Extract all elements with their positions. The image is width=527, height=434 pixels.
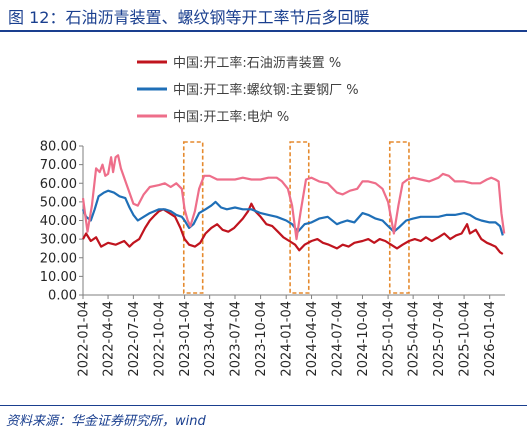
legend-label-1: 中国:开工率:石油沥青装置 % [173,55,341,71]
x-tick-label: 2024-10-04 [356,301,371,377]
x-tick-label: 2024-07-04 [330,301,345,377]
series-line-3 [81,154,506,241]
x-tick-label: 2022-10-04 [152,301,167,377]
y-tick-label: 10.00 [40,270,77,285]
highlight-box [289,141,310,294]
series-lines [81,154,506,255]
axes: 0.00 10.00 20.00 30.00 40.00 50.00 60.00 70.00 8… [40,140,505,377]
footer-rule [0,405,527,406]
y-tick-label: 0.00 [48,289,77,304]
y-tick-label: 50.00 [40,195,77,210]
x-tick-label: 2022-04-04 [102,301,117,377]
x-tick-label: 2023-01-04 [178,301,193,377]
x-tick-label: 2023-07-04 [228,301,243,377]
highlight-box [388,141,410,294]
x-tick-label: 2026-01-04 [483,301,498,377]
x-tick-label: 2022-07-04 [127,301,142,377]
x-tick-label: 2023-04-04 [203,301,218,377]
highlight-boxes [182,141,410,294]
x-tick-label: 2025-01-04 [382,301,397,377]
y-tick-label: 80.00 [40,140,77,155]
legend: 中国:开工率:石油沥青装置 % 中国:开工率:螺纹钢:主要钢厂 % 中国:开工率:电… [137,55,359,125]
legend-label-3: 中国:开工率:电炉 % [173,109,289,125]
source-note: 资料来源：华金证券研究所，wind [6,414,206,429]
series-line-2 [81,189,504,236]
x-tick-label: 2022-01-04 [77,301,92,377]
figure-title: 图 12：石油沥青装置、螺纹钢等开工率节后多回暖 [8,8,370,27]
x-tick-label: 2023-10-04 [254,301,269,377]
x-tick-label: 2025-04-04 [407,301,422,377]
series-line-1 [82,202,504,255]
title-underline [0,30,527,32]
y-tick-label: 40.00 [40,214,77,229]
x-tick-label: 2025-10-04 [458,301,473,377]
y-tick-label: 20.00 [40,251,77,266]
highlight-box [182,141,204,294]
y-tick-label: 70.00 [40,158,77,173]
legend-label-2: 中国:开工率:螺纹钢:主要钢厂 % [173,82,359,98]
x-tick-label: 2025-07-04 [432,301,447,377]
x-tick-label: 2024-04-04 [305,301,320,377]
y-tick-label: 60.00 [40,177,77,192]
y-tick-label: 30.00 [40,233,77,248]
x-tick-label: 2024-01-04 [280,301,295,377]
